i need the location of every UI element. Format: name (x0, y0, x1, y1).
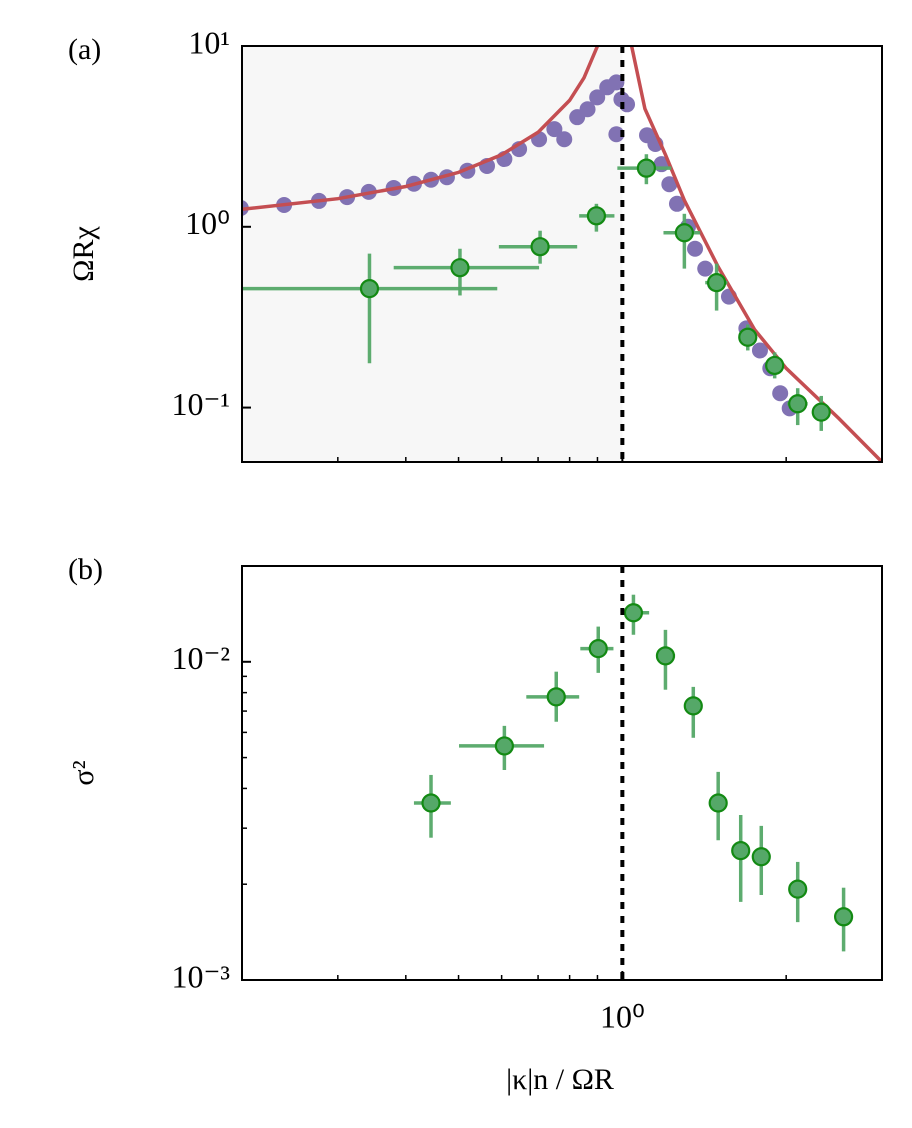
axes-frame (241, 45, 883, 463)
plot-area (242, 46, 882, 462)
data-point (811, 402, 831, 422)
axes-frame (241, 565, 883, 981)
data-point (623, 603, 644, 623)
data-point (772, 385, 789, 402)
data-point (636, 158, 656, 178)
y-tick-label: 10⁰ (185, 205, 230, 241)
data-point (450, 258, 470, 278)
shaded-region (242, 46, 623, 462)
data-point (668, 195, 685, 212)
data-point (738, 327, 758, 347)
data-point (494, 736, 514, 756)
y-tick-label: 10⁻³ (172, 958, 230, 994)
data-point (530, 237, 550, 257)
data-point (687, 240, 704, 257)
data-point (751, 847, 771, 867)
y-tick-label: 10¹ (188, 24, 230, 60)
data-point (546, 121, 563, 138)
data-point (731, 841, 751, 861)
data-point (707, 273, 727, 293)
panel: 10⁰ 10⁻³ 10⁻² (b) σ² |κ|n / ΩR (67, 553, 883, 1096)
data-point (359, 279, 380, 299)
data-point (697, 260, 714, 277)
data-point (586, 206, 607, 226)
data-point (556, 131, 573, 148)
y-tick-label: 10⁻¹ (172, 386, 230, 422)
data-point (579, 101, 596, 118)
data-point (589, 89, 606, 106)
y-axis-label: σ² (67, 760, 100, 785)
x-tick-label: 10⁰ (600, 998, 645, 1034)
data-point (421, 793, 441, 813)
plot-area (413, 594, 854, 952)
data-point (588, 639, 608, 659)
panel-label: (a) (68, 33, 101, 66)
data-point (788, 879, 808, 899)
data-point (683, 696, 703, 716)
data-point (833, 907, 854, 927)
panel-label: (b) (68, 553, 103, 586)
data-point (661, 176, 678, 193)
panel: 10⁻¹ 10⁰ 10¹ (a) ΩRχ (67, 24, 883, 463)
y-axis-label: ΩRχ (67, 226, 100, 282)
data-point (546, 687, 566, 707)
data-point (708, 793, 728, 813)
y-tick-label: 10⁻² (172, 640, 230, 676)
x-axis-label: |κ|n / ΩR (506, 1063, 614, 1096)
data-point (655, 646, 676, 666)
data-point (765, 355, 785, 376)
data-point (788, 394, 808, 414)
data-point (674, 223, 694, 243)
data-point (751, 342, 768, 359)
